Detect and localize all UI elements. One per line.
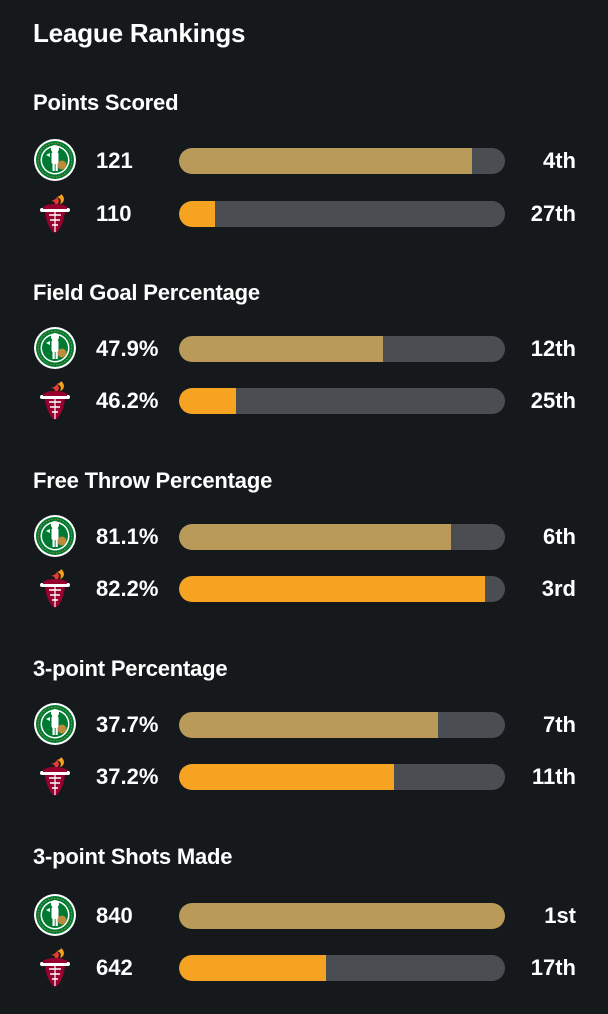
rank-bar-fill: [179, 955, 326, 981]
heat-logo-icon: [33, 378, 77, 422]
stat-value: 642: [96, 955, 133, 980]
stat-value: 37.7%: [96, 712, 159, 737]
heat-logo-icon: [33, 945, 77, 989]
rank-bar: [179, 576, 505, 602]
section-field-goal-percentage: Field Goal Percentage 47.9% 12th 46.2% 2…: [0, 280, 608, 450]
league-rank: 3rd: [541, 576, 576, 601]
league-rank: 7th: [543, 712, 576, 737]
heat-logo-icon: [33, 754, 77, 798]
league-rank: 27th: [530, 201, 576, 226]
section-3-point-percentage: 3-point Percentage 37.7% 7th 37.2% 11th: [0, 656, 608, 826]
section-title: Points Scored: [33, 90, 179, 115]
stat-row-celtics: 37.7% 7th: [0, 702, 608, 746]
stat-value: 47.9%: [96, 336, 159, 361]
rank-bar: [179, 148, 505, 174]
stat-row-heat: 37.2% 11th: [0, 754, 608, 798]
heat-logo-icon: [33, 566, 77, 610]
rank-bar: [179, 336, 505, 362]
celtics-logo-icon: [33, 138, 77, 182]
stat-value: 81.1%: [96, 524, 159, 549]
rank-bar-fill: [179, 336, 383, 362]
heat-logo-icon: [33, 191, 77, 235]
rank-bar-fill: [179, 201, 215, 227]
stat-value: 37.2%: [96, 764, 159, 789]
rank-bar-fill: [179, 712, 439, 738]
league-rank: 1st: [544, 903, 576, 928]
stat-row-heat: 46.2% 25th: [0, 378, 608, 422]
league-rank: 6th: [543, 524, 576, 549]
league-rank: 11th: [531, 764, 576, 789]
league-rank: 12th: [530, 336, 576, 361]
stat-row-celtics: 47.9% 12th: [0, 326, 608, 370]
page-title: League Rankings: [33, 18, 246, 48]
celtics-logo-icon: [33, 893, 77, 937]
stat-value: 46.2%: [96, 388, 159, 413]
section-title: Field Goal Percentage: [33, 280, 260, 305]
rank-bar-fill: [179, 903, 505, 929]
rank-bar-fill: [179, 764, 395, 790]
stat-row-celtics: 121 4th: [0, 138, 608, 182]
rank-bar-fill: [179, 524, 452, 550]
stat-row-heat: 82.2% 3rd: [0, 566, 608, 610]
section-title: 3-point Shots Made: [33, 844, 233, 869]
celtics-logo-icon: [33, 514, 77, 558]
section-3-point-shots-made: 3-point Shots Made 840 1st 642 17th: [0, 844, 608, 1014]
rank-bar: [179, 524, 505, 550]
rank-bar-fill: [179, 148, 473, 174]
rank-bar-fill: [179, 388, 237, 414]
section-free-throw-percentage: Free Throw Percentage 81.1% 6th 82.2% 3r…: [0, 468, 608, 638]
stat-value: 840: [96, 903, 133, 928]
section-points-scored: Points Scored 121 4th 110 27th: [0, 90, 608, 260]
section-title: 3-point Percentage: [33, 656, 228, 681]
rank-bar: [179, 712, 505, 738]
section-title: Free Throw Percentage: [33, 468, 273, 493]
rank-bar: [179, 201, 505, 227]
celtics-logo-icon: [33, 326, 77, 370]
stat-value: 110: [96, 201, 132, 226]
league-rank: 4th: [543, 148, 576, 173]
rank-bar: [179, 388, 505, 414]
stat-value: 82.2%: [96, 576, 159, 601]
league-rank: 17th: [530, 955, 576, 980]
rank-bar: [179, 764, 505, 790]
stat-row-celtics: 840 1st: [0, 893, 608, 937]
league-rank: 25th: [530, 388, 576, 413]
stat-row-heat: 110 27th: [0, 191, 608, 235]
rank-bar-fill: [179, 576, 486, 602]
stat-value: 121: [96, 148, 133, 173]
rank-bar: [179, 955, 505, 981]
celtics-logo-icon: [33, 702, 77, 746]
rank-bar: [179, 903, 505, 929]
stat-row-celtics: 81.1% 6th: [0, 514, 608, 558]
stat-row-heat: 642 17th: [0, 945, 608, 989]
